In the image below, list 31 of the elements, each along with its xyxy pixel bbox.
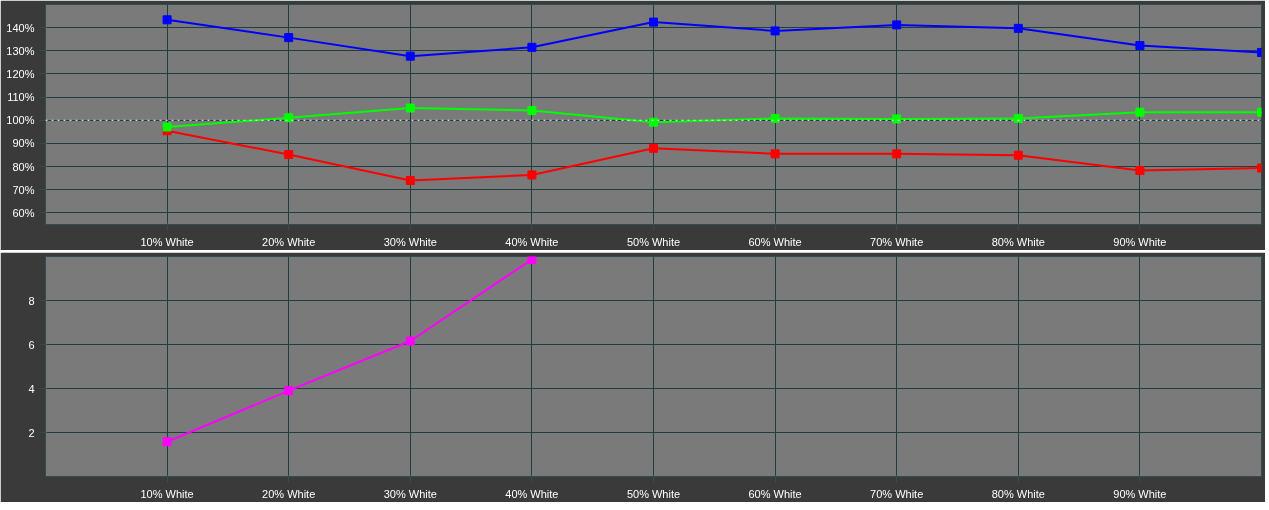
x-tick-label: 40% White	[505, 487, 559, 500]
x-tick-label: 90% White	[1113, 487, 1167, 500]
x-tick-label: 30% White	[383, 487, 437, 500]
x-tick-label: 60% White	[748, 235, 802, 248]
x-tick-label: 50% White	[626, 487, 681, 500]
x-tick-label: 20% White	[262, 235, 316, 248]
y-tick-label: 60%	[12, 206, 35, 219]
x-tick-label: 80% White	[991, 487, 1045, 500]
y-tick-label: 70%	[12, 183, 35, 196]
y-tick-label: 6	[28, 338, 35, 351]
y-tick-label: 110%	[7, 91, 35, 104]
y-tick-label: 140%	[6, 21, 35, 34]
x-tick-label: 10% White	[140, 487, 194, 500]
y-tick-label: 80%	[12, 160, 35, 173]
y-tick-label: 4	[28, 382, 35, 395]
y-tick-label: 2	[28, 426, 35, 439]
x-tick-label: 20% White	[262, 487, 316, 500]
y-tick-label: 120%	[6, 67, 35, 80]
x-tick-label: 70% White	[870, 235, 924, 248]
y-tick-label: 90%	[12, 137, 35, 150]
y-tick-label: 130%	[6, 44, 35, 57]
x-tick-label: 70% White	[870, 487, 924, 500]
x-tick-label: 90% White	[1113, 235, 1167, 248]
y-tick-label: 8	[28, 294, 35, 307]
x-tick-label: 60% White	[748, 487, 802, 500]
x-tick-label: 50% White	[626, 235, 681, 248]
x-tick-label: 10% White	[140, 235, 194, 248]
x-tick-label: 80% White	[991, 235, 1045, 248]
x-tick-label: 30% White	[383, 235, 437, 248]
y-tick-label: 100%	[6, 114, 35, 127]
x-tick-label: 40% White	[505, 235, 559, 248]
